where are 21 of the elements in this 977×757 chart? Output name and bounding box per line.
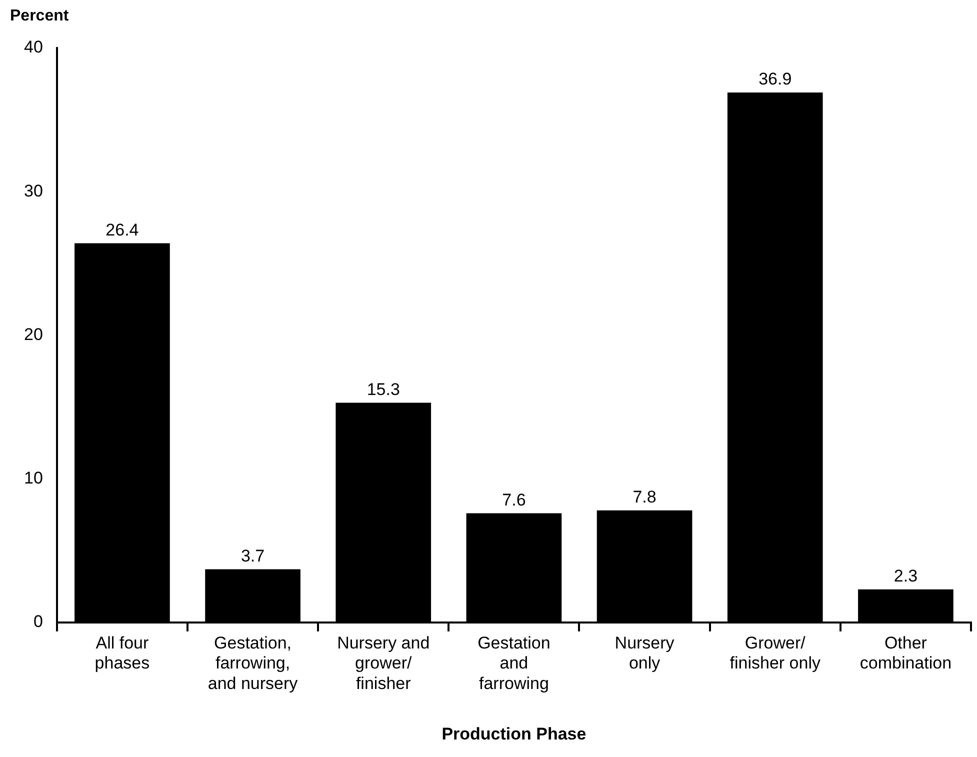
- x-axis-title: Production Phase: [442, 724, 586, 744]
- data-label: 15.3: [366, 380, 400, 399]
- y-tick-label: 10: [24, 468, 43, 488]
- x-tick-label: Nursery only: [614, 633, 675, 673]
- x-tick-label: Gestation, farrowing, and nursery: [208, 633, 298, 694]
- data-label: 36.9: [758, 70, 792, 89]
- x-tick-label: All four phases: [94, 633, 150, 673]
- x-tick-label: Grower/ finisher only: [730, 633, 821, 673]
- y-axis-title: Percent: [10, 7, 70, 24]
- data-label: 7.8: [632, 488, 656, 507]
- x-tick-label: Gestation and farrowing: [478, 633, 550, 694]
- y-tick-label: 30: [24, 181, 43, 200]
- x-tick-label: Other combination: [860, 633, 952, 673]
- y-tick-label: 40: [24, 38, 43, 57]
- y-tick-label: 0: [33, 612, 43, 632]
- data-label: 7.6: [502, 490, 526, 510]
- data-label: 26.4: [106, 220, 139, 240]
- data-label: 2.3: [894, 566, 918, 586]
- y-tick-label: 20: [24, 324, 43, 344]
- x-tick-label: Nursery and grower/ finisher: [337, 633, 430, 694]
- data-label: 3.7: [240, 546, 265, 566]
